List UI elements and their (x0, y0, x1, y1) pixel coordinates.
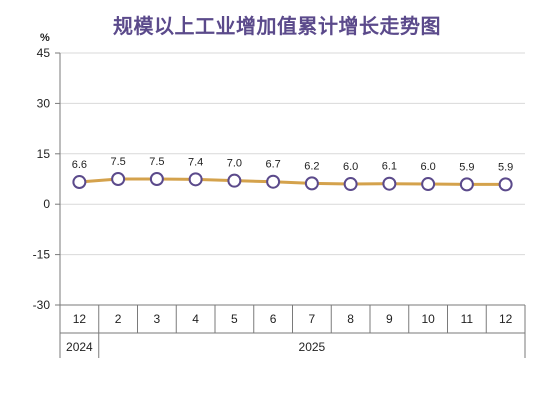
series-line-layer (79, 177, 506, 186)
chart-title: 规模以上工业增加值累计增长走势图 (113, 14, 441, 38)
data-point-marker (498, 177, 513, 192)
data-label: 6.7 (265, 159, 280, 171)
x-tick-label: 12 (499, 312, 513, 326)
data-label: 6.0 (343, 161, 358, 173)
data-label: 6.2 (304, 160, 319, 172)
y-tick-label: -15 (33, 248, 51, 262)
data-point-marker (149, 172, 164, 186)
data-label: 7.5 (110, 156, 125, 168)
data-label: 7.4 (188, 156, 203, 168)
y-tick-label: 0 (43, 197, 50, 211)
x-tick-label: 6 (270, 312, 277, 326)
series-line (79, 177, 506, 186)
x-tick-label: 5 (231, 312, 238, 326)
x-tick-label: 12 (73, 312, 87, 326)
data-label: 7.0 (227, 158, 242, 170)
x-tick-label: 2 (115, 312, 122, 326)
markers (72, 172, 513, 192)
data-point-marker (304, 176, 319, 191)
x-tick-label: 11 (461, 312, 474, 326)
data-label: 5.9 (459, 161, 474, 173)
y-tick-label: -30 (33, 298, 51, 312)
x-tick-label: 8 (347, 312, 354, 326)
data-point-marker (188, 172, 203, 187)
y-axis-unit-label: % (40, 32, 50, 44)
y-tick-label: 30 (37, 96, 51, 110)
data-labels: 6.6 7.5 7.5 7.4 7.0 6.7 6.2 6.0 6.1 6.0 5.9 5.9 (72, 156, 514, 173)
data-label: 5.9 (498, 161, 513, 173)
data-point-marker (343, 177, 358, 192)
data-point-marker (459, 177, 474, 192)
data-point-marker (421, 177, 436, 192)
y-tick-label: 15 (37, 147, 51, 161)
axes (55, 52, 526, 358)
x-tick-label: 10 (421, 312, 435, 326)
data-point-marker (227, 173, 242, 188)
data-point-marker (111, 172, 126, 186)
x-tick-label: 4 (192, 312, 199, 326)
year-label: 2024 (66, 340, 93, 354)
x-tick-labels: 12 2 3 4 5 6 7 8 9 10 11 12 2024 2025 (66, 312, 513, 354)
data-point-marker (266, 174, 281, 189)
data-label: 7.5 (149, 156, 164, 168)
x-tick-label: 9 (386, 312, 393, 326)
y-tick-label: 45 (37, 46, 51, 60)
x-tick-label: 3 (154, 312, 161, 326)
year-label: 2025 (299, 340, 326, 354)
data-point-marker (72, 175, 87, 190)
data-label: 6.1 (382, 161, 397, 173)
y-tick-labels: -30 -15 0 15 30 45 (33, 46, 51, 312)
data-label: 6.6 (72, 159, 87, 171)
x-tick-label: 7 (309, 312, 316, 326)
data-label: 6.0 (420, 161, 435, 173)
data-point-marker (382, 176, 397, 191)
